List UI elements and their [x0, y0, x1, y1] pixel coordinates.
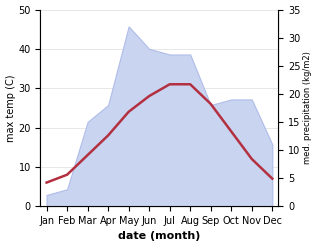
Y-axis label: max temp (C): max temp (C) — [5, 74, 16, 142]
Y-axis label: med. precipitation (kg/m2): med. precipitation (kg/m2) — [303, 51, 313, 164]
X-axis label: date (month): date (month) — [118, 231, 201, 242]
